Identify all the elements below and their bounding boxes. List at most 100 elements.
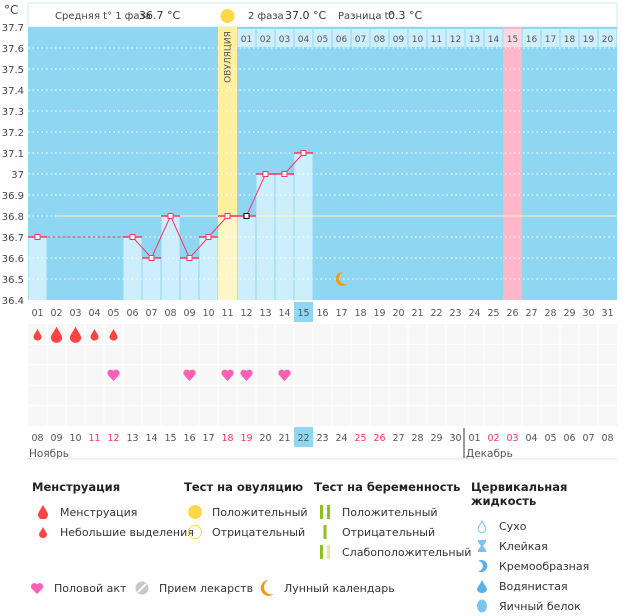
calendar-date-label: 08 [601, 433, 613, 444]
legend-cervical: Цервикальная жидкость Сухо Клейкая Кремо… [471, 480, 626, 616]
temperature-line-segment [170, 215, 190, 259]
moon-icon [256, 580, 278, 596]
y-tick-label: 36.4 [2, 296, 24, 307]
post-ovulation-day-label: 19 [583, 35, 595, 45]
cycle-day-label: 05 [107, 308, 119, 319]
temperature-bar [256, 174, 275, 300]
ovulation-label: ОВУЛЯЦИЯ [224, 31, 234, 83]
calendar-date-label: 01 [468, 433, 480, 444]
post-ovulation-day-cell [408, 29, 427, 47]
cycle-day-label: 26 [506, 308, 518, 319]
legend-label: Положительный [212, 505, 308, 519]
drop-icon [32, 505, 54, 519]
temperature-point [148, 255, 155, 261]
cycle-day-label: 17 [335, 308, 347, 319]
cycle-day-label: 14 [278, 308, 290, 319]
temperature-point [205, 234, 212, 240]
calendar-date-label: 24 [335, 433, 347, 444]
current-day-highlight [294, 302, 313, 322]
post-ovulation-day-cell [427, 29, 446, 47]
post-ovulation-day-label: 15 [507, 35, 518, 45]
cycle-day-label: 20 [392, 308, 404, 319]
calendar-date-label: 27 [392, 433, 404, 444]
calendar-date-label: 04 [525, 433, 537, 444]
post-ovulation-day-label: 13 [469, 35, 480, 45]
temperature-bar [199, 237, 218, 300]
legend-menstruation: Менструация Менструация Небольшие выделе… [32, 480, 194, 542]
calendar-date-label: 17 [202, 433, 214, 444]
post-ovulation-day-label: 04 [298, 35, 310, 45]
heart-icon [26, 582, 48, 595]
y-tick-label: 37.2 [2, 128, 24, 139]
calendar-date-label: 29 [430, 433, 442, 444]
post-ovulation-day-label: 08 [374, 35, 386, 45]
legend-label: Отрицательный [342, 525, 436, 539]
calendar-date-label: 08 [31, 433, 43, 444]
legend-item: Лунный календарь [256, 578, 395, 598]
post-ovulation-day-label: 07 [355, 35, 366, 45]
y-tick-label: 37.6 [2, 44, 24, 55]
sticky-icon [471, 540, 493, 552]
filled-circle-icon [184, 504, 206, 520]
faint-stripes-icon [314, 545, 336, 559]
cycle-day-label: 22 [430, 308, 442, 319]
calendar-date-label: 02 [487, 433, 499, 444]
cycle-day-label: 11 [221, 308, 233, 319]
legend-label: Небольшие выделения [60, 525, 194, 539]
cycle-day-label: 12 [240, 308, 252, 319]
post-ovulation-day-cell [275, 29, 294, 47]
heart-icon [183, 369, 196, 381]
y-tick-label: 37 [11, 170, 24, 181]
menstruation-drop-icon [33, 329, 42, 341]
temperature-point [167, 213, 174, 219]
temperature-point [34, 234, 41, 240]
legend-item: Прием лекарств [131, 578, 256, 598]
post-ovulation-day-cell [351, 29, 370, 47]
legend-item: Менструация [32, 502, 194, 522]
cycle-day-label: 28 [544, 308, 556, 319]
diff-label: Разница t° [338, 11, 394, 22]
post-ovulation-day-cell [465, 29, 484, 47]
temperature-bar [180, 258, 199, 300]
empty-circle-icon [184, 524, 206, 540]
menstruation-drop-icon [90, 329, 99, 341]
legend-item: Половой акт [26, 578, 131, 598]
post-ovulation-day-label: 05 [317, 35, 328, 45]
legend-item: Отрицательный [184, 522, 308, 542]
y-tick-label: 36.8 [2, 212, 24, 223]
cycle-day-label: 07 [145, 308, 157, 319]
cycle-day-label: 30 [582, 308, 594, 319]
cycle-day-label: 03 [69, 308, 81, 319]
post-ovulation-day-label: 20 [602, 35, 614, 45]
calendar-date-label: 20 [259, 433, 271, 444]
legend-item: Клейкая [471, 536, 626, 556]
menstruation-drop-icon [50, 326, 63, 343]
post-ovulation-day-cell [522, 29, 541, 47]
post-ovulation-day-label: 12 [450, 35, 461, 45]
post-ovulation-day-label: 06 [336, 35, 348, 45]
legend-label: Прием лекарств [159, 581, 254, 595]
highlighted-day-column [503, 27, 522, 300]
post-ovulation-day-cell [446, 29, 465, 47]
temperature-point [243, 213, 250, 219]
cycle-day-label: 13 [259, 308, 271, 319]
cycle-day-label: 15 [297, 308, 309, 319]
post-ovulation-day-cell [237, 29, 256, 47]
y-tick-label: 37.4 [2, 86, 24, 97]
cycle-day-label: 02 [50, 308, 62, 319]
y-tick-label: 37.3 [2, 107, 24, 118]
calendar-date-label: 19 [240, 433, 252, 444]
calendar-date-label: 26 [373, 433, 385, 444]
temperature-point [186, 255, 193, 261]
post-ovulation-day-cell [560, 29, 579, 47]
post-ovulation-day-cell [503, 29, 522, 47]
legend-item: Яичный белок [471, 596, 626, 616]
temperature-line-segment [132, 236, 152, 259]
legend-label: Сухо [499, 519, 527, 533]
legend-ovulation-test: Тест на овуляцию Положительный Отрицател… [184, 480, 308, 542]
calendar-date-label: 22 [297, 433, 309, 444]
month-label: Ноябрь [29, 448, 69, 460]
egg-white-icon [471, 599, 493, 613]
calendar-date-label: 18 [221, 433, 233, 444]
calendar-date-label: 23 [316, 433, 328, 444]
